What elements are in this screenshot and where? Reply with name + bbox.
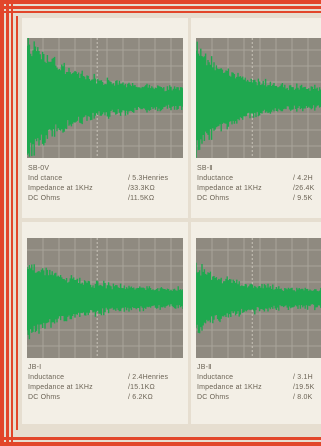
inductance-value: / 3.1H (293, 374, 313, 381)
dc-ohms-value: / 9.5K (293, 195, 313, 202)
impedance-label: Impedance at 1KHz (197, 384, 262, 391)
frame-top-inner (0, 6, 321, 9)
panel-jb-ii: JB-Ⅱ Inductance / 3.1H Impedance at 1KHz… (191, 222, 321, 424)
impedance-value: /33.3KΩ (128, 185, 155, 192)
frame-left-innermost (16, 16, 18, 430)
oscilloscope-screen (196, 238, 321, 358)
impedance-value: /15.1KΩ (128, 384, 155, 391)
dc-ohms-value: /11.5KΩ (128, 195, 155, 202)
panel-sb-ii: SB-Ⅱ Inductance / 4.2H Impedance at 1KHz… (191, 18, 321, 218)
inductance-label: Ind ctance (28, 175, 63, 182)
pickup-name: SB-0V (28, 165, 50, 172)
waveform-trace (196, 262, 321, 334)
pickup-name: JB-Ⅰ (28, 364, 42, 371)
impedance-label: Impedance at 1KHz (197, 185, 262, 192)
waveform-trace (27, 38, 183, 157)
inductance-label: Inductance (28, 374, 65, 381)
impedance-label: Impedance at 1KHz (28, 185, 93, 192)
frame-left-inner (6, 0, 9, 446)
inductance-value: / 4.2H (293, 175, 313, 182)
dc-ohms-label: DC Ohms (28, 195, 61, 202)
inductance-value: / 5.3Henries (128, 175, 169, 182)
dc-ohms-label: DC Ohms (28, 394, 61, 401)
pickup-name: SB-Ⅱ (197, 165, 213, 172)
frame-top-outer (0, 0, 321, 4)
frame-left-outer (0, 0, 4, 446)
oscilloscope-screen (27, 238, 183, 358)
inductance-label: Inductance (197, 175, 234, 182)
inductance-value: / 2.4Henries (128, 374, 169, 381)
waveform-plot (27, 238, 183, 358)
oscilloscope-screen (27, 38, 183, 158)
frame-left-thin (11, 0, 13, 446)
frame-top-thin (0, 11, 321, 13)
waveform-plot (27, 38, 183, 158)
impedance-label: Impedance at 1KHz (28, 384, 93, 391)
dc-ohms-value: / 8.0K (293, 394, 313, 401)
frame-bottom-inner (0, 437, 321, 440)
waveform-trace (27, 264, 183, 340)
dc-ohms-value: / 6.2KΩ (128, 394, 153, 401)
frame-bottom-outer (0, 442, 321, 446)
inductance-label: Inductance (197, 374, 234, 381)
dc-ohms-label: DC Ohms (197, 394, 230, 401)
pickup-name: JB-Ⅱ (197, 364, 212, 371)
impedance-value: /26.4K (293, 185, 315, 192)
panel-jb-i: JB-Ⅰ Inductance / 2.4Henries Impedance a… (22, 222, 188, 424)
waveform-plot (196, 38, 321, 158)
panel-sb-0v: SB-0V Ind ctance / 5.3Henries Impedance … (22, 18, 188, 218)
dc-ohms-label: DC Ohms (197, 195, 230, 202)
waveform-plot (196, 238, 321, 358)
waveform-trace (196, 41, 321, 158)
impedance-value: /19.5K (293, 384, 315, 391)
oscilloscope-screen (196, 38, 321, 158)
